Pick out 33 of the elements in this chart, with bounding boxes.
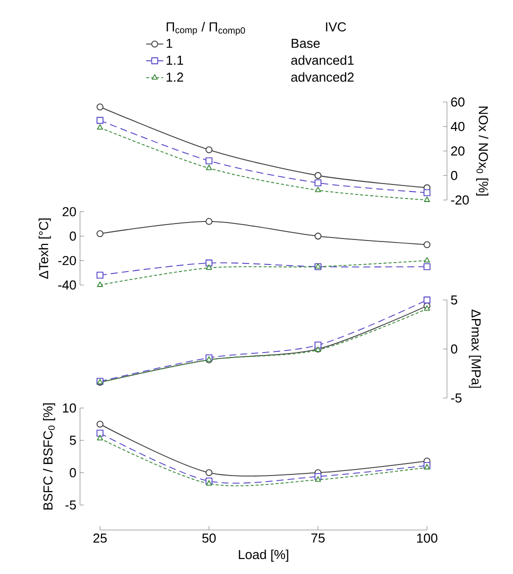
- y-tick-label: 40: [450, 122, 464, 132]
- x-axis-title: Load [%]: [238, 550, 288, 562]
- y-tick-label: 60: [451, 97, 464, 107]
- y-tick-label: 0: [70, 468, 76, 478]
- y-tick-label: 5: [451, 295, 458, 305]
- y-tick-label: -20: [451, 195, 469, 205]
- x-tick-label: 100: [417, 534, 438, 543]
- y-tick-label: -5: [451, 393, 462, 403]
- x-tick-label: 75: [311, 534, 325, 543]
- text: IVC: [326, 22, 346, 32]
- y-tick-label: -40: [58, 280, 76, 290]
- text: advanced1: [291, 55, 354, 65]
- y-axis-title: BSFC / BSFC$_{0}$ [%]: [43, 403, 56, 510]
- x-tick-label: 25: [93, 534, 107, 543]
- y-axis-title: ΔPmax [MPa]: [468, 310, 482, 388]
- y-tick-label: -5: [65, 500, 76, 510]
- legend-label: 1.2: [166, 72, 184, 82]
- legend-label: 1: [166, 38, 172, 48]
- y-tick-label: -20: [58, 256, 76, 266]
- text: advanced2: [291, 72, 354, 82]
- y-tick-label: 20: [62, 207, 76, 216]
- text: Base: [292, 38, 320, 48]
- legend-title: Π$_{comp}$ / Π$_{comp0}$: [166, 22, 245, 36]
- y-tick-label: 0: [70, 232, 76, 241]
- y-tick-label: 20: [451, 146, 464, 156]
- x-tick-label: 50: [202, 534, 216, 543]
- y-axis-title: ΔTexh [°C]: [38, 218, 51, 279]
- y-tick-label: 0: [451, 170, 458, 180]
- y-tick-label: 5: [70, 436, 76, 445]
- legend-label: 1.1: [166, 56, 184, 65]
- y-axis-title: NOx / NOx$_{0}$ [%]: [476, 106, 488, 196]
- y-tick-label: 10: [62, 403, 76, 413]
- y-tick-label: 0: [451, 344, 458, 354]
